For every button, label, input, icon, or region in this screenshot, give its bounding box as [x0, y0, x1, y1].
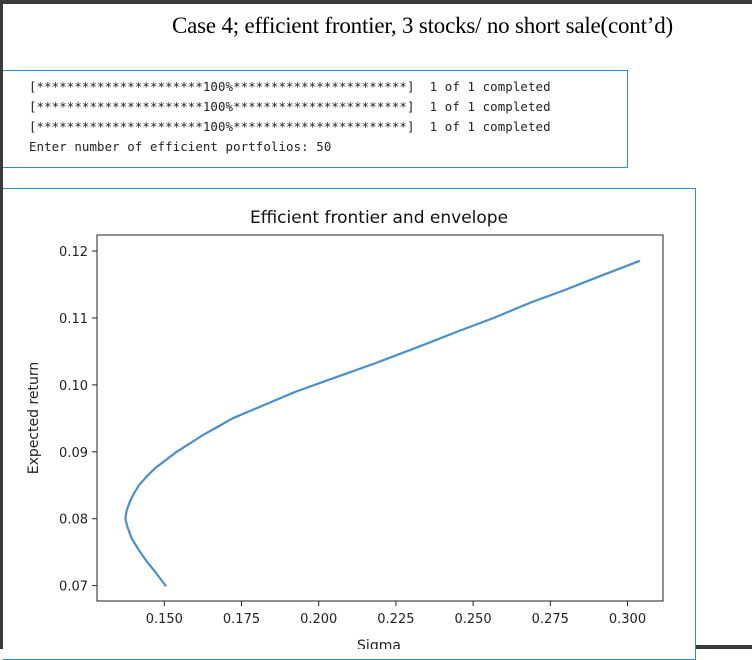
x-tick-label: 0.200: [300, 612, 337, 627]
efficient-frontier-line: [124, 260, 641, 587]
slide-title: Case 4; efficient frontier, 3 stocks/ no…: [172, 13, 674, 38]
x-tick-label: 0.175: [223, 612, 260, 627]
console-line-progress-3: [**********************100%*************…: [29, 119, 551, 134]
window-left-border: [0, 0, 3, 649]
window-top-border: [0, 0, 752, 4]
console-line-prompt: Enter number of efficient portfolios: 50: [29, 139, 332, 154]
plot-area-frame: [96, 234, 664, 602]
x-tick-label: 0.300: [609, 612, 646, 627]
x-tick-label: 0.250: [454, 612, 491, 627]
x-axis-title: Sigma: [357, 638, 401, 649]
console-line-progress-2: [**********************100%*************…: [29, 99, 551, 114]
y-tick-label: 0.07: [59, 580, 88, 595]
y-axis-ticks: 0.07 0.08 0.09 0.10 0.11 0.12: [59, 245, 97, 595]
y-axis-title: Expected return: [26, 362, 42, 475]
y-tick-label: 0.12: [59, 245, 88, 260]
console-output: [**********************100%*************…: [3, 70, 628, 168]
console-line-progress-1: [**********************100%*************…: [29, 79, 551, 94]
y-tick-label: 0.10: [59, 379, 88, 394]
chart-title: Efficient frontier and envelope: [250, 208, 508, 228]
x-axis-ticks: 0.150 0.175 0.200 0.225 0.250 0.275 0.300: [146, 601, 646, 627]
x-tick-label: 0.150: [146, 612, 183, 627]
y-tick-label: 0.09: [59, 446, 88, 461]
x-tick-label: 0.275: [532, 612, 569, 627]
y-tick-label: 0.11: [59, 312, 88, 327]
y-tick-label: 0.08: [59, 513, 88, 528]
x-tick-label: 0.225: [377, 612, 414, 627]
